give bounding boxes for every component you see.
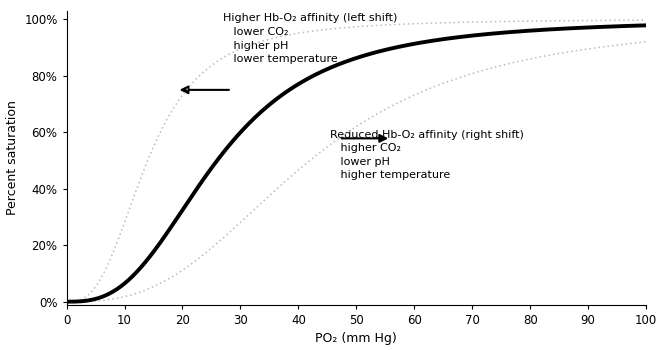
Text: Reduced Hb-O₂ affinity (right shift)
   higher CO₂
   lower pH
   higher tempera: Reduced Hb-O₂ affinity (right shift) hig… — [330, 130, 524, 180]
Y-axis label: Percent saturation: Percent saturation — [5, 100, 19, 215]
X-axis label: PO₂ (mm Hg): PO₂ (mm Hg) — [316, 332, 397, 345]
Text: Higher Hb-O₂ affinity (left shift)
   lower CO₂
   higher pH
   lower temperatur: Higher Hb-O₂ affinity (left shift) lower… — [223, 13, 398, 64]
